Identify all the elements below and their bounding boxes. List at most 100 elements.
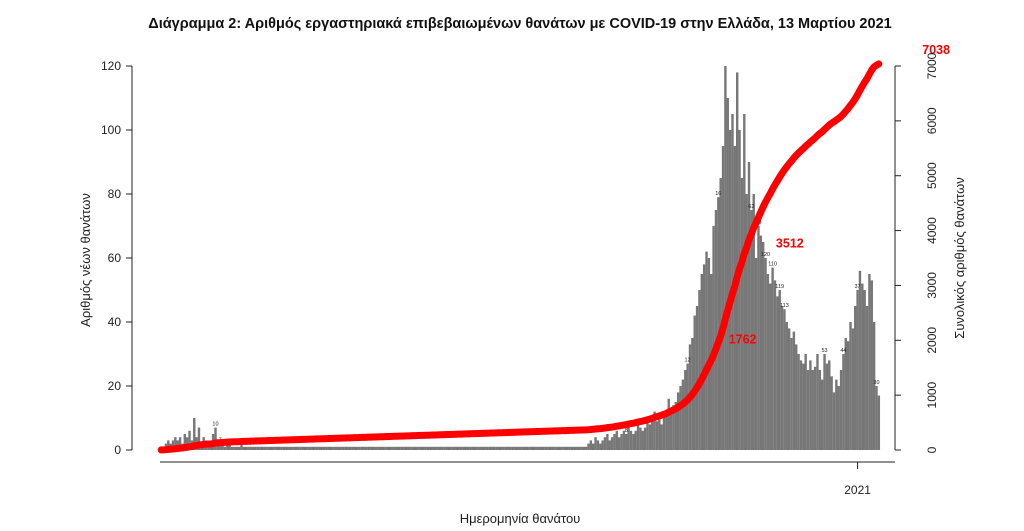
bar	[877, 395, 881, 450]
y2-tick-label: 4000	[925, 217, 939, 244]
bar-data-label: 16	[715, 191, 721, 197]
bar	[292, 446, 295, 450]
bar	[532, 446, 536, 450]
bar	[797, 354, 800, 450]
bar	[473, 446, 477, 450]
bar	[615, 430, 619, 450]
y-tick-label: 40	[108, 315, 122, 329]
bar	[443, 446, 446, 450]
bar	[629, 430, 633, 450]
bar	[684, 370, 687, 450]
bar	[544, 446, 548, 450]
bar	[875, 386, 878, 450]
bar	[582, 446, 585, 450]
x-ticks: 2021	[844, 462, 871, 497]
bar	[178, 437, 182, 450]
bar-data-label: 44	[840, 348, 846, 354]
y-ticks-right: 0 1000 2000 3000 4000 5000 6000 7000	[895, 52, 939, 453]
bar	[185, 437, 189, 450]
y-tick-label: 80	[108, 187, 122, 201]
bar-data-label: 30	[873, 380, 879, 386]
y-tick-label: 60	[108, 251, 122, 265]
bar	[398, 446, 401, 450]
bar	[780, 306, 784, 450]
bar	[282, 446, 286, 450]
bar	[719, 178, 722, 450]
bar-data-label: 120	[761, 252, 770, 258]
bar	[462, 446, 465, 450]
bar	[219, 443, 222, 450]
bar	[351, 446, 354, 450]
bar	[717, 197, 720, 450]
bar	[865, 306, 869, 450]
bar-data-label: 37	[855, 284, 861, 290]
bar	[525, 446, 529, 450]
bar	[726, 98, 729, 450]
bar	[658, 418, 661, 450]
bar-data-label: 110	[768, 262, 777, 268]
bar	[554, 446, 557, 450]
bar	[306, 446, 309, 450]
bar-data-label: 10	[212, 422, 218, 428]
bar	[799, 360, 803, 450]
bar	[384, 446, 387, 450]
bar	[648, 424, 652, 450]
bar	[849, 322, 852, 450]
bar-data-label: 53	[930, 0, 936, 2]
y-ticks-left: 0 20 40 60 80 100 120	[101, 59, 132, 457]
y2-tick-label: 7000	[925, 52, 939, 79]
bar-labels-layer: 1077812161201191101137962534437303034385…	[212, 0, 936, 447]
chart-title: Διάγραμμα 2: Αριθμός εργαστηριακά επιβεβ…	[148, 16, 891, 32]
bar-data-label: 62	[748, 204, 754, 210]
bar	[596, 440, 600, 450]
bar	[455, 446, 458, 450]
bar	[167, 440, 170, 450]
bar	[410, 446, 413, 450]
bar	[433, 446, 437, 450]
bar	[294, 446, 297, 450]
bar	[332, 446, 335, 450]
bar	[488, 446, 491, 450]
bar	[608, 440, 611, 450]
bar	[636, 424, 640, 450]
bar	[844, 338, 847, 450]
bar	[403, 446, 406, 450]
bar	[311, 446, 314, 450]
bar	[872, 322, 876, 450]
bar	[407, 446, 411, 450]
bar	[360, 446, 364, 450]
bar	[301, 446, 305, 450]
bar	[254, 446, 257, 450]
bar	[171, 440, 175, 450]
bar	[249, 446, 253, 450]
y-tick-label: 120	[101, 59, 121, 73]
bar	[589, 440, 593, 450]
bar	[509, 446, 512, 450]
bar	[483, 446, 486, 450]
bar	[256, 446, 260, 450]
bar	[820, 379, 824, 450]
bar	[365, 446, 368, 450]
cumulative-labels-layer: 1762 3512 7038	[729, 43, 950, 346]
bar	[327, 446, 331, 450]
bar	[464, 446, 467, 450]
bar	[573, 446, 576, 450]
bar	[761, 242, 765, 450]
bar	[792, 331, 796, 450]
bar	[651, 418, 654, 450]
bar	[643, 427, 647, 450]
bar	[818, 370, 822, 450]
bar	[655, 421, 659, 450]
cumulative-line-layer	[157, 60, 883, 454]
bar	[244, 446, 248, 450]
bar	[377, 446, 380, 450]
bar	[414, 446, 418, 450]
bar	[580, 446, 583, 450]
bar	[535, 446, 538, 450]
bar-data-label: 12	[685, 358, 691, 364]
bar	[547, 446, 550, 450]
cumulative-label: 7038	[922, 43, 950, 57]
bar	[429, 446, 432, 450]
bar	[511, 446, 515, 450]
bar-data-label: 17	[923, 0, 929, 2]
